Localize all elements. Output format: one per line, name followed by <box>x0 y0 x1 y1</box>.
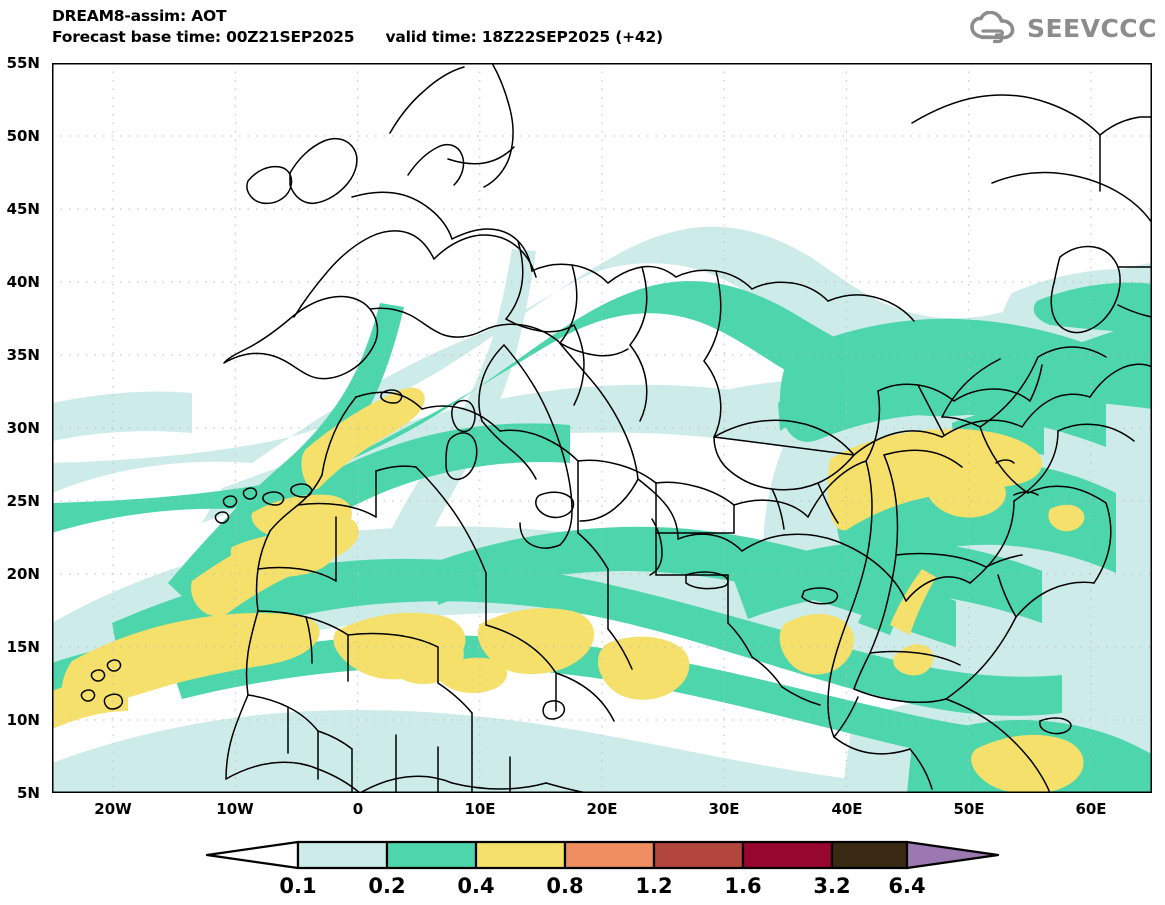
colorbar-label-0.8: 0.8 <box>546 874 584 898</box>
aot-contour-map[interactable] <box>52 63 1152 793</box>
y-tick-40N: 40N <box>6 273 40 291</box>
colorbar-label-1.2: 1.2 <box>635 874 673 898</box>
x-tick-10E: 10E <box>464 800 496 818</box>
colorbar-cell-0.4 <box>474 840 567 870</box>
colorbar-label-6.4: 6.4 <box>888 874 926 898</box>
colorbar-cell-1.2 <box>652 840 745 870</box>
x-tick-10W: 10W <box>216 800 254 818</box>
y-tick-25N: 25N <box>6 492 40 510</box>
x-tick-40E: 40E <box>831 800 863 818</box>
colorbar-cell-0.2 <box>385 840 478 870</box>
y-tick-5N: 5N <box>17 784 40 802</box>
colorbar-cell-0.1 <box>296 840 389 870</box>
y-tick-10N: 10N <box>6 711 40 729</box>
y-tick-20N: 20N <box>6 565 40 583</box>
page-title: DREAM8-assim: AOT <box>52 7 227 25</box>
forecast-time-line: Forecast base time: 00Z21SEP2025 valid t… <box>52 28 663 46</box>
x-tick-50E: 50E <box>953 800 985 818</box>
y-tick-50N: 50N <box>6 127 40 145</box>
x-tick-30E: 30E <box>708 800 740 818</box>
colorbar-swatches[interactable] <box>0 832 1165 872</box>
logo-text: SEEVCCC <box>1026 13 1157 43</box>
colorbar-over-arrow <box>905 840 1000 870</box>
x-tick-0: 0 <box>352 800 364 818</box>
aot-band-0.4 <box>52 387 1085 793</box>
cloud-wind-icon <box>970 11 1015 44</box>
colorbar-label-0.1: 0.1 <box>279 874 317 898</box>
colorbar-cell-0.8 <box>563 840 656 870</box>
colorbar-label-0.4: 0.4 <box>457 874 495 898</box>
colorbar-label-0.2: 0.2 <box>368 874 406 898</box>
map-plot-area[interactable] <box>52 63 1152 793</box>
colorbar-label-1.6: 1.6 <box>724 874 762 898</box>
colorbar-cell-1.6 <box>741 840 834 870</box>
y-tick-30N: 30N <box>6 419 40 437</box>
colorbar-label-3.2: 3.2 <box>813 874 851 898</box>
colorbar[interactable]: 0.1 0.2 0.4 0.8 1.2 1.6 3.2 6.4 <box>0 832 1165 905</box>
map-coastlines <box>80 63 1152 793</box>
x-tick-20W: 20W <box>94 800 132 818</box>
colorbar-cell-3.2 <box>830 840 909 870</box>
y-tick-15N: 15N <box>6 638 40 656</box>
y-tick-45N: 45N <box>6 200 40 218</box>
x-tick-20E: 20E <box>586 800 618 818</box>
y-tick-55N: 55N <box>6 54 40 72</box>
x-tick-60E: 60E <box>1075 800 1107 818</box>
aot-contour-layer <box>52 226 1152 793</box>
seevccc-logo: SEEVCCC <box>970 8 1157 48</box>
y-tick-35N: 35N <box>6 346 40 364</box>
chart-header: DREAM8-assim: AOT Forecast base time: 00… <box>0 0 1165 58</box>
colorbar-under-arrow <box>205 840 300 870</box>
